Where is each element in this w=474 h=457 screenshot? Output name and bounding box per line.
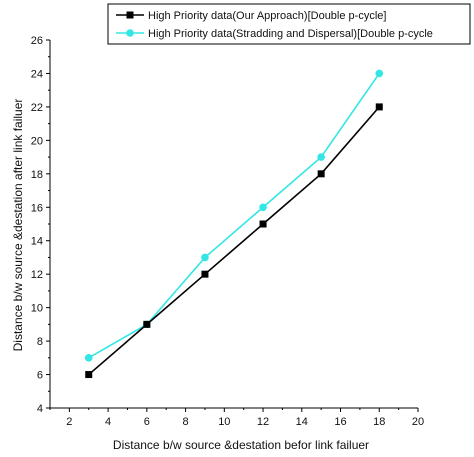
series-1 <box>85 103 383 379</box>
legend-item-2: High Priority data(Stradding and Dispers… <box>116 28 433 40</box>
legend-label: High Priority data(Stradding and Dispers… <box>148 28 433 40</box>
data-point <box>85 371 93 379</box>
x-axis-label: Distance b/w source &destation befor lin… <box>113 438 369 452</box>
data-point <box>259 203 267 212</box>
data-point <box>84 354 93 362</box>
y-tick-label: 12 <box>31 269 43 281</box>
x-tick-label: 12 <box>257 416 269 428</box>
x-tick-label: 20 <box>412 416 424 428</box>
y-axis-ticks: 4 6 8 10 12 14 16 18 20 22 24 26 <box>31 35 50 415</box>
data-point <box>201 270 209 278</box>
legend: High Priority data(Our Approach)[Double … <box>107 3 471 45</box>
y-tick-label: 4 <box>37 403 43 415</box>
y-tick-label: 18 <box>31 169 43 181</box>
x-axis-ticks: 2 4 6 8 10 12 14 16 18 20 <box>49 408 424 428</box>
x-tick-label: 8 <box>183 416 189 428</box>
y-tick-label: 14 <box>31 236 43 248</box>
y-tick-label: 8 <box>37 336 43 348</box>
data-point <box>375 103 383 111</box>
x-tick-label: 14 <box>296 416 308 428</box>
series-layer <box>84 69 384 379</box>
data-point <box>317 153 325 161</box>
y-tick-label: 26 <box>31 35 43 47</box>
series-2 <box>84 69 384 362</box>
data-point <box>201 253 209 262</box>
data-point <box>375 69 384 78</box>
legend-label: High Priority data(Our Approach)[Double … <box>148 10 386 22</box>
x-tick-label: 2 <box>66 416 72 428</box>
x-tick-label: 4 <box>105 416 111 428</box>
x-tick-label: 18 <box>373 416 385 428</box>
data-point <box>259 220 267 228</box>
x-tick-label: 10 <box>218 416 230 428</box>
x-tick-label: 6 <box>144 416 150 428</box>
series-line <box>88 106 380 376</box>
legend-marker <box>126 11 134 19</box>
y-tick-label: 22 <box>31 102 43 114</box>
data-point <box>317 170 325 178</box>
y-axis-label: Distance b/w source &destation after lin… <box>11 99 25 352</box>
y-tick-label: 10 <box>31 303 43 315</box>
x-tick-label: 16 <box>334 416 346 428</box>
y-tick-label: 24 <box>31 68 43 80</box>
data-point <box>143 320 151 328</box>
legend-box <box>107 3 471 45</box>
y-tick-label: 20 <box>31 135 43 147</box>
y-tick-label: 16 <box>31 202 43 214</box>
y-tick-label: 6 <box>37 370 43 382</box>
legend-marker <box>126 29 134 37</box>
series-line <box>88 72 380 359</box>
legend-item-1: High Priority data(Our Approach)[Double … <box>116 10 386 22</box>
